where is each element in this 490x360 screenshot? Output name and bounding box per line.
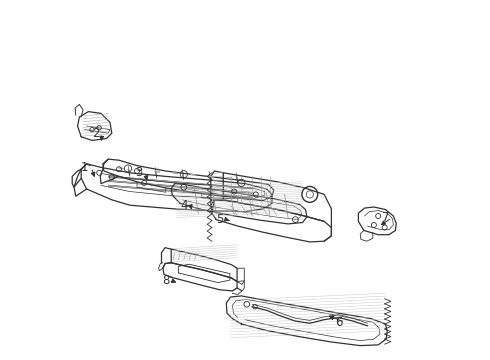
Text: 3: 3	[135, 166, 143, 179]
Text: 6: 6	[335, 316, 343, 329]
Text: 8: 8	[162, 274, 170, 287]
Text: 1: 1	[81, 161, 89, 174]
Text: 2: 2	[92, 127, 99, 140]
Text: 7: 7	[382, 211, 389, 224]
Text: 4: 4	[180, 199, 188, 212]
Text: 5: 5	[216, 213, 223, 226]
